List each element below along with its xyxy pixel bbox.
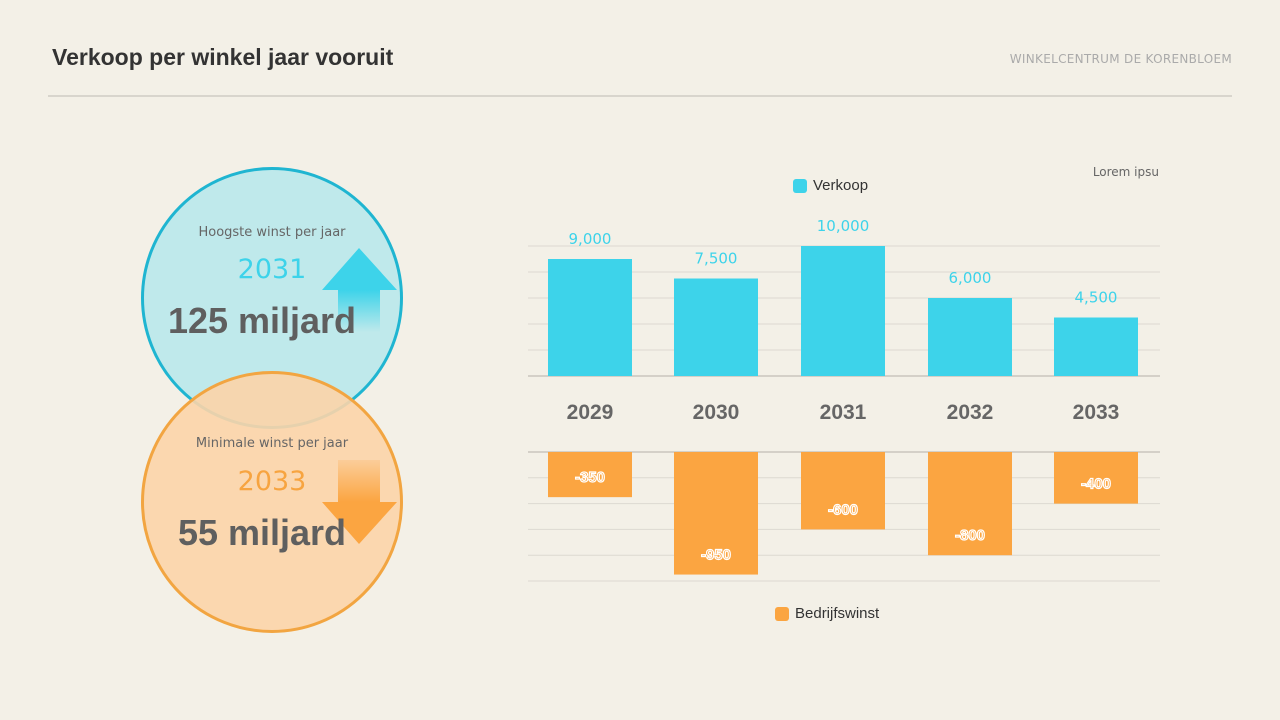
chart-note: Lorem ipsu	[1092, 165, 1159, 179]
bar-bedrijfswinst	[801, 452, 885, 530]
divider	[48, 95, 1232, 97]
brand-name: WINKELCENTRUM DE KORENBLOEM	[1009, 52, 1232, 66]
bar-verkoop	[801, 246, 885, 376]
data-label: -600	[828, 501, 858, 518]
x-tick-label: 2029	[567, 401, 614, 424]
legend-verkoop: Verkoop	[793, 177, 868, 194]
data-label: -400	[1081, 476, 1111, 493]
data-label: 7,500	[695, 250, 738, 268]
data-label: 9,000	[569, 230, 612, 248]
legend-swatch	[775, 606, 789, 621]
data-label: -800	[955, 527, 985, 544]
bar-bedrijfswinst	[928, 452, 1012, 556]
max-profit-label: Hoogste winst per jaar	[198, 225, 346, 240]
data-label: 4,500	[1075, 289, 1118, 307]
legend-label: Bedrijfswinst	[795, 605, 880, 622]
bar-bedrijfswinst	[548, 452, 632, 498]
bar-verkoop	[674, 278, 758, 376]
max-profit-card: Hoogste winst per jaar 2031 125 miljard	[141, 167, 403, 429]
x-tick-label: 2031	[820, 401, 867, 424]
arrow-up-icon	[322, 248, 397, 332]
max-profit-value: 125 miljard	[167, 300, 357, 341]
x-tick-label: 2033	[1073, 401, 1120, 424]
bar-verkoop	[1054, 317, 1138, 376]
min-profit-value: 55 miljard	[177, 512, 347, 553]
bar-verkoop	[928, 298, 1012, 376]
legend-swatch	[793, 178, 807, 193]
x-tick-label: 2032	[947, 401, 994, 424]
legend-label: Verkoop	[813, 177, 869, 194]
max-profit-year: 2031	[237, 254, 307, 285]
data-label: 10,000	[817, 217, 870, 235]
x-tick-label: 2030	[693, 401, 740, 424]
min-profit-label: Minimale winst per jaar	[195, 436, 349, 451]
data-label: 6,000	[949, 269, 992, 287]
legend-bedrijfswinst: Bedrijfswinst	[775, 605, 879, 622]
min-profit-card: Minimale winst per jaar 2033 55 miljard	[141, 371, 403, 633]
min-profit-year: 2033	[237, 466, 307, 497]
data-label: -350	[575, 469, 605, 486]
page-title: Verkoop per winkel jaar vooruit	[52, 44, 394, 70]
bar-bedrijfswinst	[674, 452, 758, 575]
arrow-down-icon	[322, 460, 397, 544]
bar-bedrijfswinst	[1054, 452, 1138, 504]
bar-verkoop	[548, 259, 632, 376]
data-label: -950	[701, 547, 731, 564]
